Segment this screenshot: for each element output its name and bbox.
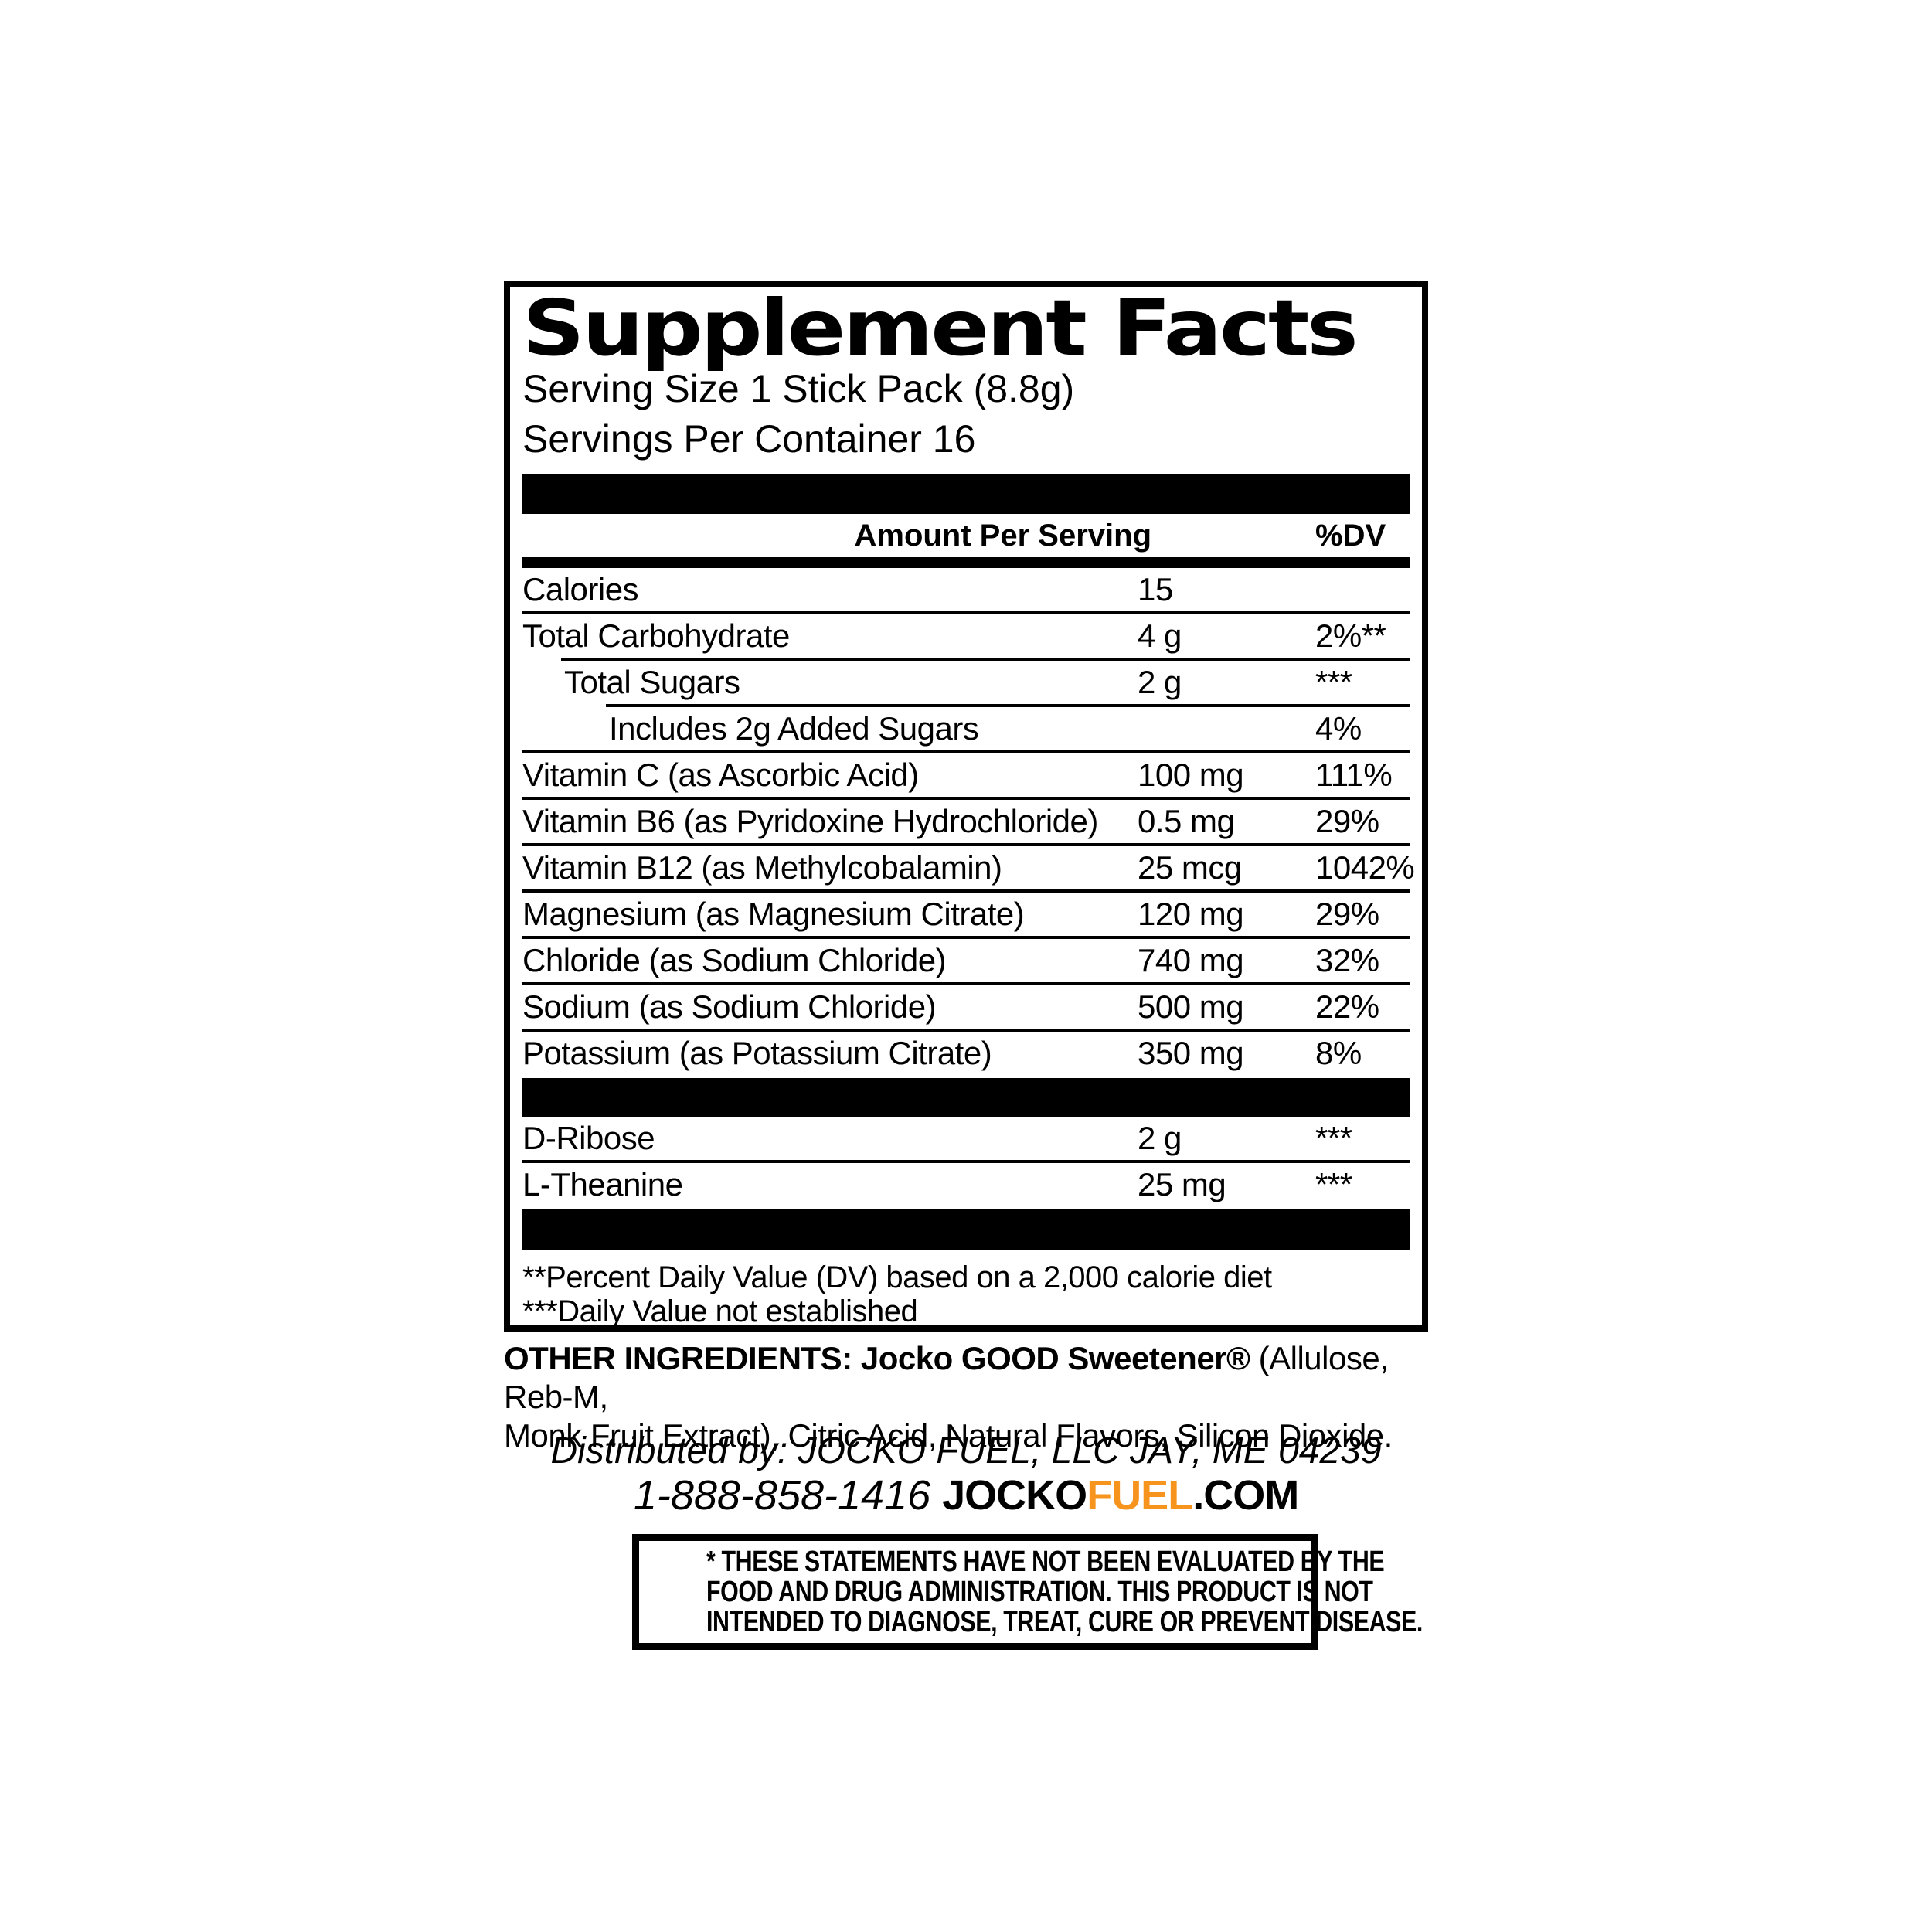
nutrient-name: Calories [522,571,639,607]
nutrient-dv: 111% [1315,757,1393,793]
website-jocko: JOCKO [942,1472,1087,1519]
footnote-percent-dv: **Percent Daily Value (DV) based on a 2,… [522,1260,1272,1294]
divider [522,843,1410,846]
table-row: Vitamin B12 (as Methylcobalamin) 25 mcg … [522,846,1415,893]
serving-size: Serving Size 1 Stick Pack (8.8g) [522,367,1075,410]
nutrient-dv: *** [1315,664,1352,700]
website-com: .COM [1192,1472,1299,1519]
fda-disclaimer-box: * THESE STATEMENTS HAVE NOT BEEN EVALUAT… [632,1534,1423,1650]
nutrient-dv: 1042% [1315,849,1415,886]
nutrient-amount: 25 mg [1138,1166,1226,1202]
nutrient-amount: 500 mg [1138,988,1244,1025]
phone-number: 1-888-858-1416 [633,1472,931,1519]
divider [561,658,1410,661]
nutrient-dv: 8% [1315,1035,1362,1071]
table-row: Chloride (as Sodium Chloride) 740 mg 32% [522,939,1410,985]
divider [522,797,1410,800]
nutrient-name: Magnesium (as Magnesium Citrate) [522,896,1025,932]
divider [522,1160,1410,1163]
nutrient-dv: 22% [1315,988,1379,1025]
table-row: D-Ribose 2 g *** [522,1117,1410,1163]
nutrient-name: Total Sugars [564,664,740,700]
table-row: Total Carbohydrate 4 g 2%** [522,614,1410,661]
nutrient-dv: 29% [1315,803,1379,839]
nutrient-amount: 120 mg [1138,896,1244,932]
nutrient-dv: 4% [1315,710,1362,747]
separator-bar [522,1078,1410,1117]
separator-bar [522,1209,1410,1250]
nutrient-dv: *** [1315,1120,1352,1156]
nutrient-name: Vitamin C (as Ascorbic Acid) [522,757,919,793]
website-fuel: FUEL [1087,1472,1193,1519]
nutrient-amount: 0.5 mg [1138,803,1235,839]
nutrient-amount: 2 g [1138,664,1182,700]
divider [522,750,1410,753]
table-row: Magnesium (as Magnesium Citrate) 120 mg … [522,893,1410,939]
nutrient-name: L-Theanine [522,1166,683,1202]
divider [522,936,1410,939]
supplement-facts-panel: Supplement Facts Serving Size 1 Stick Pa… [504,281,1428,1332]
table-row: L-Theanine 25 mg *** [522,1163,1410,1209]
disclaimer-line3: INTENDED TO DIAGNOSE, TREAT, CURE OR PRE… [706,1606,1423,1638]
other-ingredients-line1: OTHER INGREDIENTS: Jocko GOOD Sweetener®… [504,1339,1454,1417]
nutrient-dv: *** [1315,1166,1352,1202]
table-row: Sodium (as Sodium Chloride) 500 mg 22% [522,985,1410,1032]
contact-line: 1-888-858-1416 JOCKOFUEL.COM [0,1473,1932,1518]
disclaimer-line1: * THESE STATEMENTS HAVE NOT BEEN EVALUAT… [706,1546,1385,1578]
nutrient-name: Vitamin B12 (as Methylcobalamin) [522,849,1002,886]
divider [522,1029,1410,1032]
nutrient-amount: 4 g [1138,617,1182,654]
divider [522,982,1410,985]
divider [522,889,1410,893]
nutrient-name: D-Ribose [522,1120,655,1156]
nutrient-amount: 25 mcg [1138,849,1242,886]
table-header: Amount Per Serving %DV [522,514,1410,557]
table-row: Calories 15 [522,568,1410,614]
nutrient-name: Total Carbohydrate [522,617,790,654]
servings-per-container: Servings Per Container 16 [522,417,976,461]
nutrient-amount: 2 g [1138,1120,1182,1156]
header-rule [522,557,1410,568]
divider [606,704,1410,707]
nutrient-amount: 100 mg [1138,757,1244,793]
other-ingredients-lead: OTHER INGREDIENTS: Jocko GOOD Sweetener® [504,1340,1250,1376]
nutrient-name: Sodium (as Sodium Chloride) [522,988,937,1025]
table-row: Potassium (as Potassium Citrate) 350 mg … [522,1032,1410,1078]
other-ingredients-line2: Monk Fruit Extract), Citric Acid, Natura… [504,1417,1393,1454]
separator-bar [522,474,1410,514]
table-row: Vitamin B6 (as Pyridoxine Hydrochloride)… [522,800,1410,846]
nutrient-dv: 29% [1315,896,1379,932]
table-row: Total Sugars 2 g *** [522,661,1410,707]
table-row: Includes 2g Added Sugars 4% [522,707,1410,753]
nutrient-name: Potassium (as Potassium Citrate) [522,1035,992,1071]
nutrient-amount: 350 mg [1138,1035,1244,1071]
table-row: Vitamin C (as Ascorbic Acid) 100 mg 111% [522,753,1410,800]
nutrient-name: Vitamin B6 (as Pyridoxine Hydrochloride) [522,803,1098,839]
divider [522,611,1410,614]
amount-column-header: Amount Per Serving [854,519,1151,553]
nutrient-amount: 740 mg [1138,942,1244,978]
disclaimer-line2: FOOD AND DRUG ADMINISTRATION. THIS PRODU… [706,1576,1373,1608]
panel-title: Supplement Facts [522,283,1359,373]
nutrient-amount: 15 [1138,571,1173,607]
other-ingredients: OTHER INGREDIENTS: Jocko GOOD Sweetener®… [504,1339,1454,1455]
nutrient-dv: 2%** [1315,617,1386,654]
footnote-dv-not-established: ***Daily Value not established [522,1294,918,1328]
nutrient-name: Chloride (as Sodium Chloride) [522,942,947,978]
nutrient-name: Includes 2g Added Sugars [609,710,979,747]
distributed-by: Distributed by: JOCKO FUEL, LLC JAY, ME … [550,1430,1382,1471]
dv-column-header: %DV [1315,519,1386,553]
nutrient-dv: 32% [1315,942,1379,978]
other-ingredients-line1-rest: (Allulose, Reb-M, [504,1340,1389,1415]
